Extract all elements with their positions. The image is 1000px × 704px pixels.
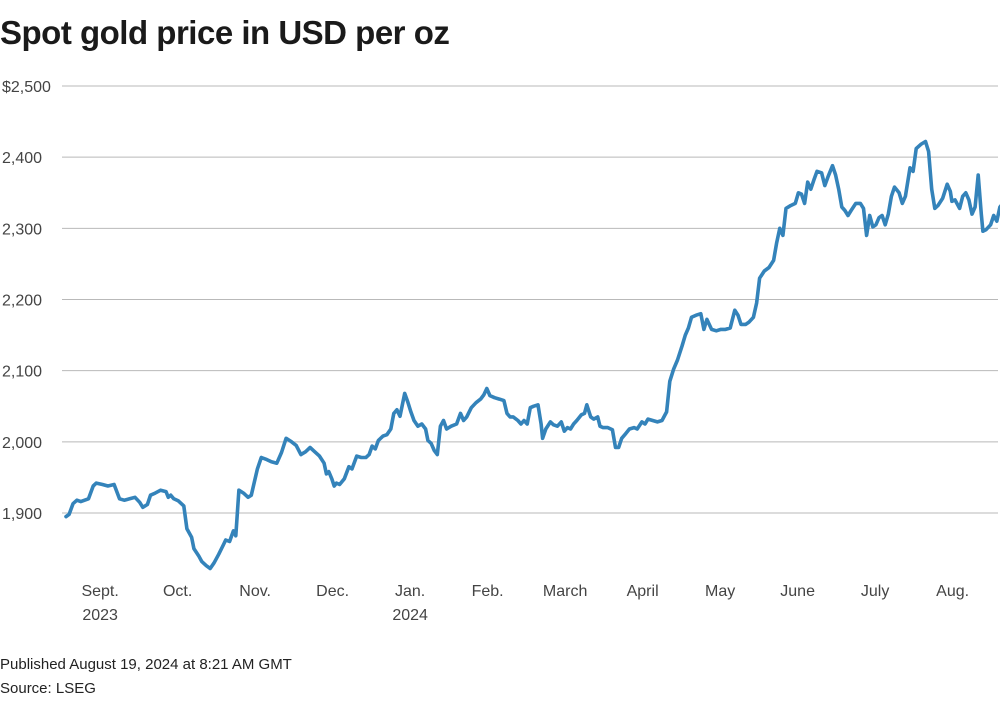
x-tick-label: March (543, 583, 587, 600)
x-tick-label: Nov. (239, 583, 271, 600)
published-note: Published August 19, 2024 at 8:21 AM GMT (0, 656, 292, 673)
y-tick-label: $2,500 (2, 79, 51, 96)
x-tick-label: Sept. (81, 583, 118, 600)
y-tick-label: 2,000 (2, 435, 42, 452)
x-axis-tick-labels: Sept. 2023 Oct. Nov. Dec. Jan. 2024 Feb. March Ap… (81, 583, 969, 624)
x-tick-label: May (705, 583, 735, 600)
x-tick-label: Jan. (395, 583, 425, 600)
x-tick-year-label: 2023 (82, 607, 118, 624)
x-tick-label: Feb. (472, 583, 504, 600)
chart-title: Spot gold price in USD per oz (0, 14, 450, 51)
x-tick-label: Aug. (936, 583, 969, 600)
x-tick-year-label: 2024 (392, 607, 428, 624)
x-tick-label: April (627, 583, 659, 600)
source-note: Source: LSEG (0, 680, 96, 697)
x-tick-label: Oct. (163, 583, 192, 600)
gridlines (62, 85, 998, 514)
x-tick-label: July (861, 583, 889, 600)
y-axis-tick-labels: $2,500 2,400 2,300 2,200 2,100 2,000 1,900 (2, 79, 51, 523)
x-tick-label: June (780, 583, 815, 600)
y-tick-label: 1,900 (2, 506, 42, 523)
series-layer (64, 139, 1000, 571)
y-tick-label: 2,300 (2, 221, 42, 238)
line-chart: $2,500 2,400 2,300 2,200 2,100 2,000 1,900 Sep… (2, 79, 1000, 624)
series-line-spot-gold (64, 139, 1000, 571)
y-tick-label: 2,200 (2, 293, 42, 310)
y-tick-label: 2,400 (2, 150, 42, 167)
x-tick-label: Dec. (316, 583, 349, 600)
y-tick-label: 2,100 (2, 364, 42, 381)
